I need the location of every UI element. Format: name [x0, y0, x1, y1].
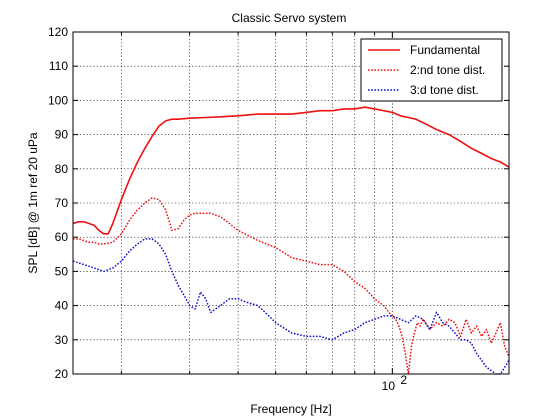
grid-layer — [73, 32, 509, 374]
chart-title: Classic Servo system — [232, 11, 347, 25]
y-tick-label: 70 — [55, 196, 69, 210]
y-tick-label: 40 — [55, 299, 69, 313]
y-tick-label: 80 — [55, 162, 69, 176]
x-tick-label: 10 — [382, 379, 396, 393]
series-fundamental — [72, 106, 510, 235]
y-axis-title: SPL [dB] @ 1m ref 20 uPa — [26, 132, 40, 273]
series-second-tone — [73, 197, 510, 375]
x-tick-label-exponent: 2 — [400, 373, 407, 387]
x-axis-title: Frequency [Hz] — [250, 402, 331, 416]
legend-label-second-tone: 2:nd tone dist. — [410, 63, 485, 77]
series-layer — [72, 106, 510, 375]
y-tick-label: 50 — [55, 264, 69, 278]
legend: Fundamental 2:nd tone dist. 3:d tone dis… — [360, 38, 503, 102]
y-tick-label: 60 — [55, 230, 69, 244]
y-tick-label: 20 — [55, 367, 69, 381]
y-tick-label: 30 — [55, 333, 69, 347]
y-tick-label: 100 — [48, 93, 68, 107]
legend-label-third-tone: 3:d tone dist. — [410, 83, 479, 97]
series-third-tone — [72, 238, 510, 375]
y-tick-label: 120 — [48, 25, 68, 39]
tick-layer: 20 30 40 50 60 70 80 90 100 110 120 10 2 — [48, 25, 509, 393]
y-tick-label: 90 — [55, 128, 69, 142]
y-tick-label: 110 — [49, 59, 68, 73]
legend-label-fundamental: Fundamental — [410, 43, 480, 57]
